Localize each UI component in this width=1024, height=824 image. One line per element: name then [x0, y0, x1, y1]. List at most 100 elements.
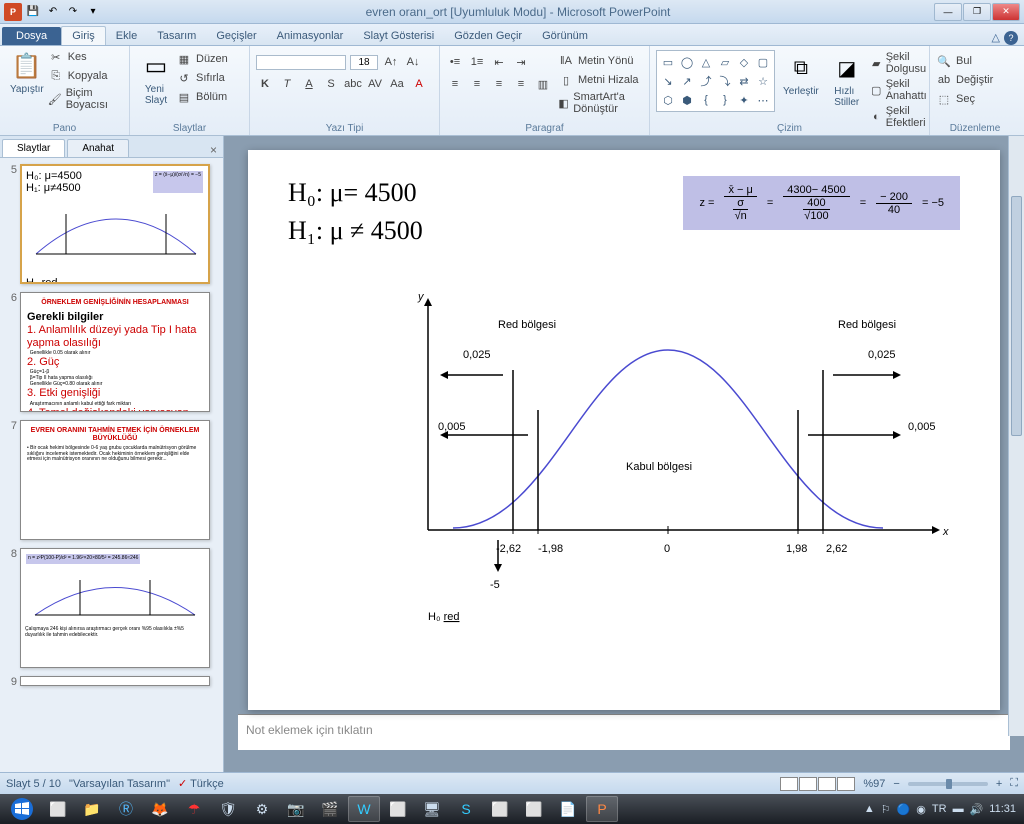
italic-button[interactable]: T	[278, 75, 296, 93]
underline-button[interactable]: A	[300, 75, 318, 93]
thumb-7[interactable]: EVREN ORANINI TAHMİN ETMEK İÇİN ÖRNEKLEM…	[20, 420, 210, 540]
paste-button[interactable]: 📋 Yapıştır	[6, 48, 48, 112]
numbering-icon[interactable]: 1≡	[468, 53, 486, 71]
taskbar-item[interactable]: 📷	[280, 796, 312, 822]
align-left-icon[interactable]: ≡	[446, 75, 464, 93]
slide-canvas[interactable]: H₀: μ= 4500 H₁: μ ≠ 4500 z = x̄ − μ σ√n …	[248, 150, 1000, 710]
thumb-6[interactable]: ÖRNEKLEM GENİŞLİĞİNİN HESAPLANMASI Gerek…	[20, 292, 210, 412]
tray-icon[interactable]: ▲	[864, 803, 875, 815]
taskbar-item[interactable]: 🖥	[416, 796, 448, 822]
design-tab[interactable]: Tasarım	[147, 27, 206, 45]
tray-clock[interactable]: 11:31	[989, 803, 1016, 815]
align-right-icon[interactable]: ≡	[490, 75, 508, 93]
font-size-input[interactable]	[350, 55, 378, 70]
minimize-ribbon-icon[interactable]: △	[992, 31, 1000, 45]
justify-icon[interactable]: ≡	[512, 75, 530, 93]
format-painter-button[interactable]: 🖌Biçim Boyacısı	[48, 87, 123, 111]
layout-button[interactable]: ▦Düzen	[176, 51, 228, 67]
taskbar-item[interactable]: W	[348, 796, 380, 822]
taskbar-item[interactable]: 🛡	[212, 796, 244, 822]
outline-tab[interactable]: Anahat	[67, 139, 129, 157]
cut-button[interactable]: ✂Kes	[48, 49, 123, 65]
bullets-icon[interactable]: •≡	[446, 53, 464, 71]
font-color-button[interactable]: A	[410, 75, 428, 93]
redo-icon[interactable]: ↷	[64, 3, 82, 21]
align-center-icon[interactable]: ≡	[468, 75, 486, 93]
shape-fill-button[interactable]: ▰Şekil Dolgusu	[871, 51, 932, 75]
slideshow-view-icon[interactable]	[837, 777, 855, 791]
minimize-button[interactable]: —	[934, 3, 962, 21]
taskbar-item[interactable]: 🦊	[144, 796, 176, 822]
zoom-out-icon[interactable]: −	[893, 778, 899, 790]
zoom-in-icon[interactable]: +	[996, 778, 1002, 790]
copy-button[interactable]: ⎘Kopyala	[48, 68, 123, 84]
strike-button[interactable]: S	[322, 75, 340, 93]
taskbar-item[interactable]: 🎬	[314, 796, 346, 822]
new-slide-button[interactable]: ▭ Yeni Slayt	[136, 48, 176, 108]
tray-icon[interactable]: ⚐	[881, 803, 891, 816]
file-tab[interactable]: Dosya	[2, 27, 61, 45]
section-button[interactable]: ▤Bölüm	[176, 89, 228, 105]
shadow-button[interactable]: abc	[344, 75, 362, 93]
taskbar-item[interactable]: ⬜	[42, 796, 74, 822]
tray-battery-icon[interactable]: ▬	[953, 803, 964, 815]
insert-tab[interactable]: Ekle	[106, 27, 147, 45]
review-tab[interactable]: Gözden Geçir	[444, 27, 532, 45]
taskbar-item[interactable]: Ⓡ	[110, 796, 142, 822]
maximize-button[interactable]: ❐	[963, 3, 991, 21]
grow-font-icon[interactable]: A↑	[382, 53, 400, 71]
panel-close-icon[interactable]: ×	[204, 143, 223, 157]
close-button[interactable]: ✕	[992, 3, 1020, 21]
taskbar-item[interactable]: 📄	[552, 796, 584, 822]
slides-tab[interactable]: Slaytlar	[2, 139, 65, 157]
quick-styles-button[interactable]: ◪Hızlı Stiller	[827, 50, 867, 110]
notes-pane[interactable]: Not eklemek için tıklatın	[238, 714, 1010, 750]
slideshow-tab[interactable]: Slayt Gösterisi	[353, 27, 444, 45]
reading-view-icon[interactable]	[818, 777, 836, 791]
tray-lang[interactable]: TR	[932, 803, 947, 815]
align-text-button[interactable]: ▯Metni Hizala	[558, 72, 643, 88]
transitions-tab[interactable]: Geçişler	[206, 27, 266, 45]
find-button[interactable]: 🔍Bul	[936, 53, 1014, 69]
taskbar-item[interactable]: ⬜	[484, 796, 516, 822]
spacing-button[interactable]: AV	[366, 75, 384, 93]
indent-left-icon[interactable]: ⇤	[490, 53, 508, 71]
smartart-button[interactable]: ◧SmartArt'a Dönüştür	[558, 91, 643, 115]
start-button[interactable]	[4, 796, 40, 822]
indent-right-icon[interactable]: ⇥	[512, 53, 530, 71]
replace-button[interactable]: abDeğiştir	[936, 72, 1014, 88]
taskbar-item[interactable]: S	[450, 796, 482, 822]
tray-volume-icon[interactable]: 🔊	[970, 803, 984, 816]
taskbar-item[interactable]: ⚙	[246, 796, 278, 822]
sorter-view-icon[interactable]	[799, 777, 817, 791]
zoom-slider[interactable]	[908, 782, 988, 786]
columns-icon[interactable]: ▥	[534, 75, 552, 93]
system-tray[interactable]: ▲ ⚐ 🔵 ◉ TR ▬ 🔊 11:31	[864, 803, 1020, 816]
taskbar-item[interactable]: 📁	[76, 796, 108, 822]
taskbar-item[interactable]: ⬜	[518, 796, 550, 822]
normal-view-icon[interactable]	[780, 777, 798, 791]
arrange-button[interactable]: ⧉Yerleştir	[779, 50, 823, 99]
app-icon[interactable]: P	[4, 3, 22, 21]
vertical-scrollbar[interactable]	[1008, 136, 1024, 736]
qat-menu-icon[interactable]: ▾	[84, 3, 102, 21]
view-buttons[interactable]	[780, 777, 855, 791]
save-icon[interactable]: 💾	[24, 3, 42, 21]
bold-button[interactable]: K	[256, 75, 274, 93]
text-direction-button[interactable]: ‖AMetin Yönü	[558, 53, 643, 69]
undo-icon[interactable]: ↶	[44, 3, 62, 21]
animations-tab[interactable]: Animasyonlar	[267, 27, 354, 45]
thumb-9[interactable]	[20, 676, 210, 686]
shape-outline-button[interactable]: ▢Şekil Anahattı	[871, 78, 932, 102]
thumb-5[interactable]: H₀: μ=4500H₁: μ≠4500z = (x̄−μ)/(σ/√n) = …	[20, 164, 210, 284]
taskbar-powerpoint[interactable]: P	[586, 796, 618, 822]
thumbnails[interactable]: 5 H₀: μ=4500H₁: μ≠4500z = (x̄−μ)/(σ/√n) …	[0, 158, 223, 772]
home-tab[interactable]: Giriş	[61, 26, 106, 45]
taskbar-item[interactable]: ⬜	[382, 796, 414, 822]
tray-chrome-icon[interactable]: ◉	[916, 803, 926, 816]
shapes-gallery[interactable]: ▭◯△▱◇▢ ↘↗⤴⤵⇄☆ ⬡⬢{}✦⋯	[656, 50, 775, 112]
select-button[interactable]: ⬚Seç	[936, 91, 1014, 107]
shrink-font-icon[interactable]: A↓	[404, 53, 422, 71]
help-icon[interactable]: ?	[1004, 31, 1018, 45]
reset-button[interactable]: ↺Sıfırla	[176, 70, 228, 86]
